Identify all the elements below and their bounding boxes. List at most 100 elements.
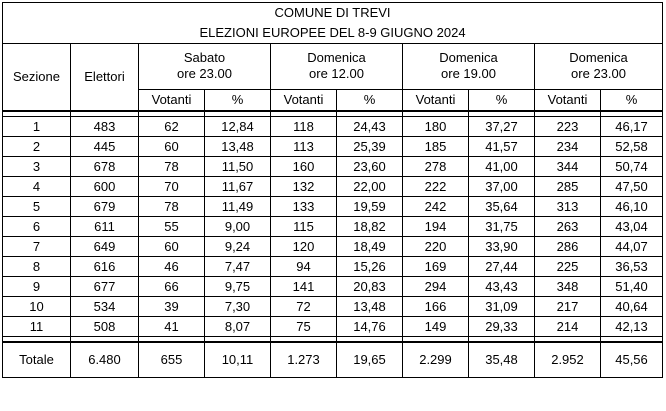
- cell-sezione: 9: [2, 276, 71, 297]
- table-footer: Totale 6.480 655 10,11 1.273 19,65 2.299…: [2, 336, 664, 378]
- total-percent-domenica-19: 35,48: [468, 341, 535, 378]
- cell-votanti-domenica-23: 285: [534, 176, 601, 197]
- header-group-sabato-23: Sabato ore 23.00: [138, 43, 271, 90]
- table-row: 11 508 41 8,07 75 14,76 149 29,33 214 42,13: [2, 316, 664, 337]
- cell-percent-domenica-23: 51,40: [599, 276, 664, 297]
- cell-votanti-domenica-19: 294: [402, 276, 469, 297]
- cell-percent-domenica-19: 43,43: [468, 276, 535, 297]
- cell-percent-sabato-23: 9,75: [204, 276, 271, 297]
- cell-percent-domenica-19: 29,33: [468, 316, 535, 337]
- cell-percent-domenica-19: 41,00: [468, 156, 535, 177]
- cell-percent-domenica-12: 15,26: [336, 256, 403, 277]
- table-row: 10 534 39 7,30 72 13,48 166 31,09 217 40,64: [2, 296, 664, 317]
- group-time: ore 19.00: [441, 66, 496, 82]
- header-votanti: Votanti: [270, 88, 337, 112]
- cell-votanti-domenica-12: 75: [270, 316, 337, 337]
- cell-votanti-domenica-12: 72: [270, 296, 337, 317]
- cell-percent-domenica-12: 19,59: [336, 196, 403, 217]
- cell-votanti-domenica-19: 166: [402, 296, 469, 317]
- cell-percent-sabato-23: 11,50: [204, 156, 271, 177]
- cell-percent-sabato-23: 8,07: [204, 316, 271, 337]
- cell-elettori: 678: [70, 156, 139, 177]
- cell-percent-domenica-23: 42,13: [599, 316, 664, 337]
- table-row: 1 483 62 12,84 118 24,43 180 37,27 223 46,17: [2, 116, 664, 137]
- cell-percent-domenica-23: 50,74: [599, 156, 664, 177]
- cell-votanti-domenica-23: 225: [534, 256, 601, 277]
- cell-votanti-domenica-19: 185: [402, 136, 469, 157]
- turnout-table: COMUNE DI TREVI ELEZIONI EUROPEE DEL 8-9…: [1, 2, 664, 378]
- cell-percent-domenica-12: 18,49: [336, 236, 403, 257]
- cell-elettori: 679: [70, 196, 139, 217]
- cell-votanti-domenica-12: 94: [270, 256, 337, 277]
- cell-votanti-domenica-12: 113: [270, 136, 337, 157]
- group-day: Domenica: [439, 50, 498, 66]
- cell-votanti-sabato-23: 78: [138, 156, 205, 177]
- group-time: ore 23.00: [571, 66, 626, 82]
- total-votanti-sabato-23: 655: [138, 341, 205, 378]
- cell-sezione: 6: [2, 216, 71, 237]
- table-row: 7 649 60 9,24 120 18,49 220 33,90 286 44,07: [2, 236, 664, 257]
- cell-votanti-domenica-12: 115: [270, 216, 337, 237]
- cell-sezione: 10: [2, 296, 71, 317]
- sheet-subtitle: ELEZIONI EUROPEE DEL 8-9 GIUGNO 2024: [1, 23, 664, 44]
- total-votanti-domenica-12: 1.273: [270, 341, 337, 378]
- cell-votanti-domenica-19: 220: [402, 236, 469, 257]
- cell-percent-domenica-19: 35,64: [468, 196, 535, 217]
- cell-votanti-sabato-23: 39: [138, 296, 205, 317]
- total-votanti-domenica-19: 2.299: [402, 341, 469, 378]
- cell-percent-domenica-12: 22,00: [336, 176, 403, 197]
- cell-percent-sabato-23: 7,47: [204, 256, 271, 277]
- header-votanti: Votanti: [402, 88, 469, 112]
- cell-votanti-domenica-12: 120: [270, 236, 337, 257]
- cell-votanti-domenica-23: 313: [534, 196, 601, 217]
- total-elettori: 6.480: [70, 341, 139, 378]
- table-row: 9 677 66 9,75 141 20,83 294 43,43 348 51,40: [2, 276, 664, 297]
- cell-votanti-sabato-23: 55: [138, 216, 205, 237]
- cell-votanti-domenica-19: 180: [402, 116, 469, 137]
- total-percent-sabato-23: 10,11: [204, 341, 271, 378]
- header-percent: %: [599, 88, 664, 112]
- header-percent: %: [336, 88, 403, 112]
- table-body: 1 483 62 12,84 118 24,43 180 37,27 223 46,17 2 445 6…: [2, 110, 664, 337]
- total-percent-domenica-23: 45,56: [599, 341, 664, 378]
- cell-percent-domenica-23: 47,50: [599, 176, 664, 197]
- cell-votanti-domenica-23: 217: [534, 296, 601, 317]
- cell-votanti-domenica-23: 214: [534, 316, 601, 337]
- sheet-title: COMUNE DI TREVI: [1, 2, 664, 23]
- cell-percent-sabato-23: 12,84: [204, 116, 271, 137]
- group-time: ore 23.00: [177, 66, 232, 82]
- group-day: Domenica: [307, 50, 366, 66]
- cell-votanti-sabato-23: 70: [138, 176, 205, 197]
- cell-votanti-domenica-19: 222: [402, 176, 469, 197]
- total-row: Totale 6.480 655 10,11 1.273 19,65 2.299…: [2, 341, 664, 378]
- cell-votanti-sabato-23: 41: [138, 316, 205, 337]
- cell-percent-domenica-19: 41,57: [468, 136, 535, 157]
- table-row: 3 678 78 11,50 160 23,60 278 41,00 344 50,74: [2, 156, 664, 177]
- cell-elettori: 616: [70, 256, 139, 277]
- header-group-domenica-23: Domenica ore 23.00: [533, 43, 664, 90]
- cell-percent-domenica-19: 31,09: [468, 296, 535, 317]
- cell-votanti-domenica-23: 223: [534, 116, 601, 137]
- cell-percent-domenica-12: 14,76: [336, 316, 403, 337]
- group-day: Domenica: [569, 50, 628, 66]
- cell-elettori: 483: [70, 116, 139, 137]
- cell-percent-domenica-19: 37,27: [468, 116, 535, 137]
- cell-percent-domenica-23: 46,17: [599, 116, 664, 137]
- cell-percent-domenica-12: 20,83: [336, 276, 403, 297]
- cell-votanti-domenica-23: 234: [534, 136, 601, 157]
- total-label: Totale: [2, 341, 71, 378]
- cell-percent-domenica-12: 23,60: [336, 156, 403, 177]
- group-day: Sabato: [183, 50, 226, 66]
- cell-elettori: 611: [70, 216, 139, 237]
- cell-percent-domenica-19: 31,75: [468, 216, 535, 237]
- table-row: 8 616 46 7,47 94 15,26 169 27,44 225 36,53: [2, 256, 664, 277]
- cell-votanti-domenica-12: 160: [270, 156, 337, 177]
- turnout-sheet: COMUNE DI TREVI ELEZIONI EUROPEE DEL 8-9…: [1, 2, 664, 378]
- cell-votanti-domenica-23: 286: [534, 236, 601, 257]
- cell-percent-domenica-19: 27,44: [468, 256, 535, 277]
- cell-percent-domenica-19: 37,00: [468, 176, 535, 197]
- table-row: 4 600 70 11,67 132 22,00 222 37,00 285 47,50: [2, 176, 664, 197]
- cell-sezione: 2: [2, 136, 71, 157]
- header-votanti: Votanti: [534, 88, 601, 112]
- table-header: COMUNE DI TREVI ELEZIONI EUROPEE DEL 8-9…: [1, 2, 664, 112]
